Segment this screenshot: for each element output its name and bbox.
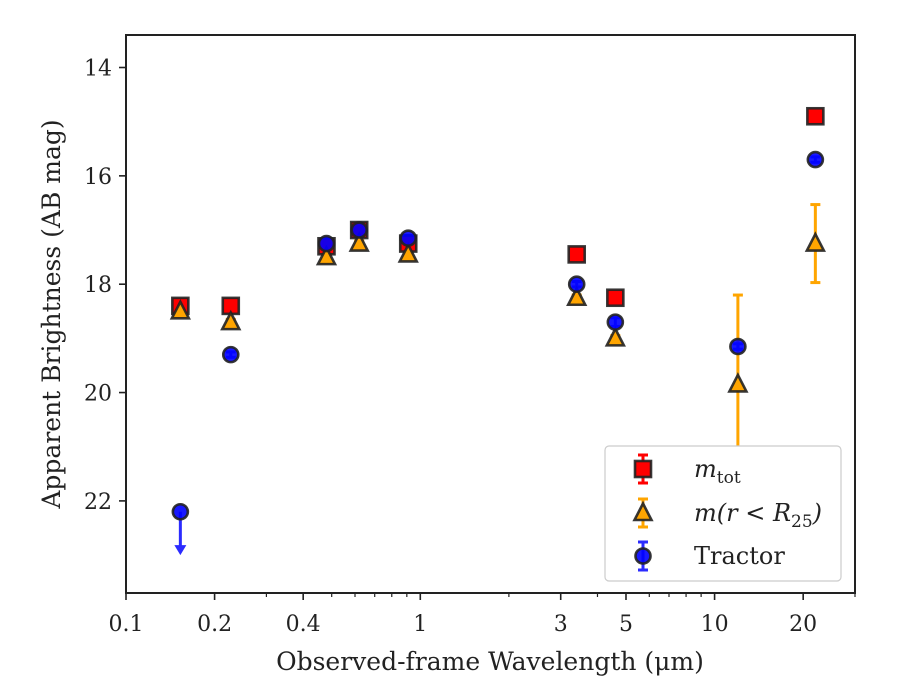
y-axis-label: Apparent Brightness (AB mag) <box>37 119 66 509</box>
data-markers <box>169 106 826 521</box>
data-point-triangle <box>169 298 191 320</box>
data-point-circle <box>729 337 747 356</box>
legend-label: mtot <box>694 455 741 488</box>
data-point-triangle <box>315 244 338 266</box>
y-tick-label: 18 <box>84 273 112 298</box>
data-point-circle <box>567 275 586 294</box>
x-tick-label: 10 <box>701 612 729 637</box>
x-tick-label: 3 <box>554 612 568 637</box>
y-tick-label: 22 <box>84 490 112 515</box>
data-point-circle <box>399 229 418 247</box>
plot-area-frame <box>125 34 856 594</box>
data-point-triangle <box>727 372 749 393</box>
legend: mtot m(r < R25) Tractor <box>604 445 842 582</box>
y-tick-label: 16 <box>84 165 112 190</box>
legend-marker-square <box>633 459 653 479</box>
data-point-square <box>806 106 825 126</box>
x-axis-label: Observed-frame Wavelength (μm) <box>276 647 704 676</box>
y-tick-label: 14 <box>84 57 112 82</box>
upper-limit-arrow <box>174 545 187 556</box>
legend-label: Tractor <box>694 542 785 570</box>
data-point-circle <box>806 150 825 169</box>
data-point-triangle <box>348 231 370 252</box>
x-tick-label: 0.1 <box>109 612 144 637</box>
data-point-triangle <box>220 309 242 331</box>
y-tick-label: 20 <box>84 382 112 407</box>
data-point-circle <box>221 345 240 364</box>
x-tick-label: 0.2 <box>197 612 232 637</box>
data-point-circle <box>350 221 368 239</box>
x-tick-label: 1 <box>413 612 427 637</box>
y-axis-ticks: 14 16 18 20 22 <box>84 57 126 515</box>
data-point-triangle <box>566 285 588 307</box>
data-point-triangle <box>804 231 826 252</box>
x-tick-label: 20 <box>789 612 817 637</box>
data-point-square <box>606 288 625 308</box>
legend-label: m(r < R25) <box>694 499 822 532</box>
legend-frame <box>604 445 842 582</box>
x-axis-ticks: 0.1 0.2 0.4 1 3 5 10 20 <box>109 593 856 637</box>
data-point-square <box>567 245 587 264</box>
data-point-circle <box>171 502 190 521</box>
data-point-circle <box>317 234 336 253</box>
data-point-triangle <box>397 242 419 263</box>
x-tick-label: 0.4 <box>286 612 321 637</box>
data-point-circle <box>606 313 625 331</box>
x-tick-label: 5 <box>619 612 633 637</box>
legend-marker-circle <box>634 547 652 565</box>
data-point-triangle <box>604 326 626 347</box>
legend-marker-triangle <box>632 500 654 522</box>
